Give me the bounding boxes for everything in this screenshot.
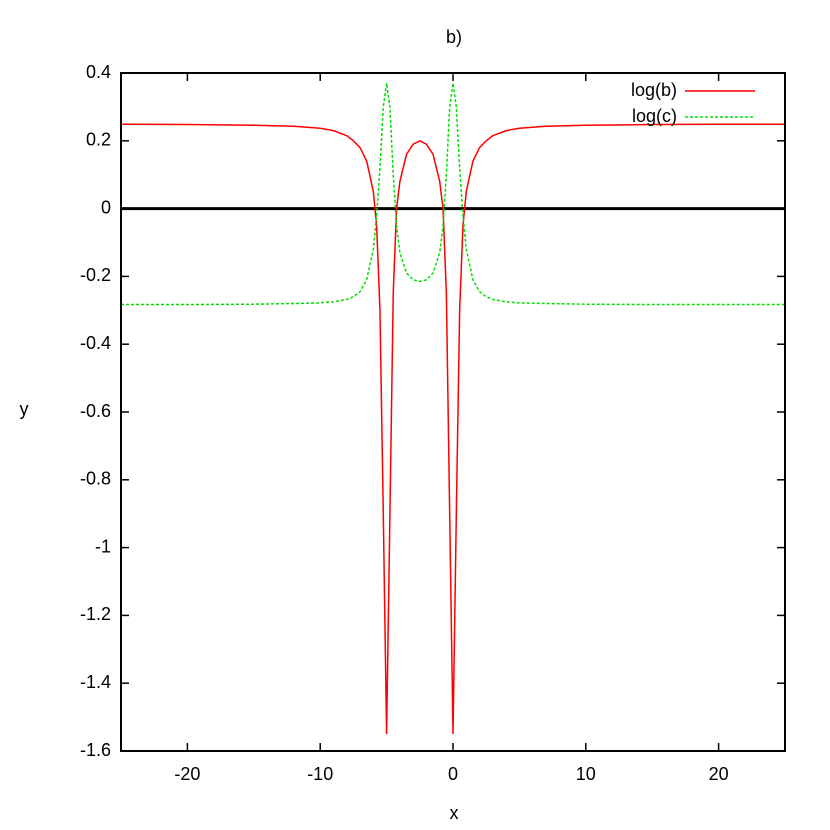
y-tick-label: -0.2 (80, 265, 111, 285)
y-tick-label: -0.8 (80, 469, 111, 489)
plot-frame (120, 72, 786, 752)
y-tick-label: -0.4 (80, 333, 111, 353)
x-tick-label: 10 (576, 764, 596, 784)
y-tick-label: -1.6 (80, 740, 111, 760)
y-tick-label: -1 (95, 536, 111, 556)
series-line (120, 123, 785, 735)
y-tick-label: 0.4 (86, 62, 111, 82)
y-tick-label: 0 (101, 197, 111, 217)
legend-label: log(c) (632, 106, 677, 126)
x-tick-label: 0 (448, 764, 458, 784)
x-tick-label: -10 (307, 764, 333, 784)
y-axis-label: y (20, 399, 29, 419)
chart-title: b) (446, 27, 462, 47)
x-axis-label: x (450, 803, 459, 823)
y-tick-label: -1.4 (80, 672, 111, 692)
legend-label: log(b) (631, 80, 677, 100)
y-tick-label: -0.6 (80, 401, 111, 421)
y-tick-label: 0.2 (86, 130, 111, 150)
x-tick-label: -20 (174, 764, 200, 784)
x-tick-label: 20 (709, 764, 729, 784)
y-tick-label: -1.2 (80, 604, 111, 624)
